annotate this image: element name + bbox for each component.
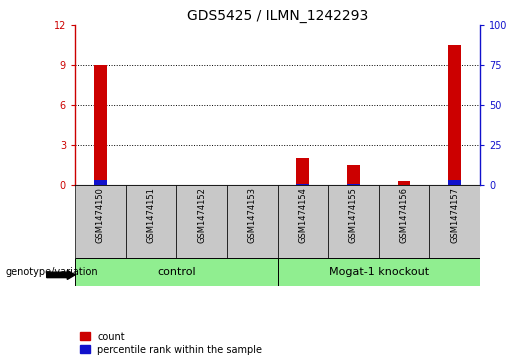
- Text: GSM1474153: GSM1474153: [248, 187, 256, 243]
- Text: Mogat-1 knockout: Mogat-1 knockout: [329, 267, 429, 277]
- Bar: [297, 184, 309, 185]
- Bar: [75, 258, 278, 286]
- Bar: [449, 180, 461, 185]
- Bar: [430, 185, 480, 258]
- Text: GSM1474150: GSM1474150: [96, 187, 105, 243]
- Bar: [278, 258, 480, 286]
- Bar: [94, 180, 107, 185]
- Text: GSM1474156: GSM1474156: [400, 187, 408, 243]
- Bar: [449, 45, 461, 185]
- Bar: [297, 158, 309, 185]
- Bar: [176, 185, 227, 258]
- Text: GSM1474155: GSM1474155: [349, 187, 358, 243]
- Text: genotype/variation: genotype/variation: [5, 267, 98, 277]
- Text: GSM1474157: GSM1474157: [450, 187, 459, 243]
- Bar: [227, 185, 278, 258]
- Bar: [126, 185, 176, 258]
- Text: GSM1474152: GSM1474152: [197, 187, 206, 243]
- Legend: count, percentile rank within the sample: count, percentile rank within the sample: [80, 331, 262, 355]
- Text: GSM1474154: GSM1474154: [298, 187, 307, 243]
- Bar: [398, 181, 410, 185]
- Text: GSM1474151: GSM1474151: [146, 187, 156, 243]
- Text: control: control: [157, 267, 196, 277]
- Bar: [278, 185, 328, 258]
- Bar: [94, 65, 107, 185]
- Bar: [347, 165, 360, 185]
- Bar: [328, 185, 379, 258]
- Bar: [379, 185, 430, 258]
- Title: GDS5425 / ILMN_1242293: GDS5425 / ILMN_1242293: [187, 9, 368, 23]
- Bar: [75, 185, 126, 258]
- Bar: [347, 184, 360, 185]
